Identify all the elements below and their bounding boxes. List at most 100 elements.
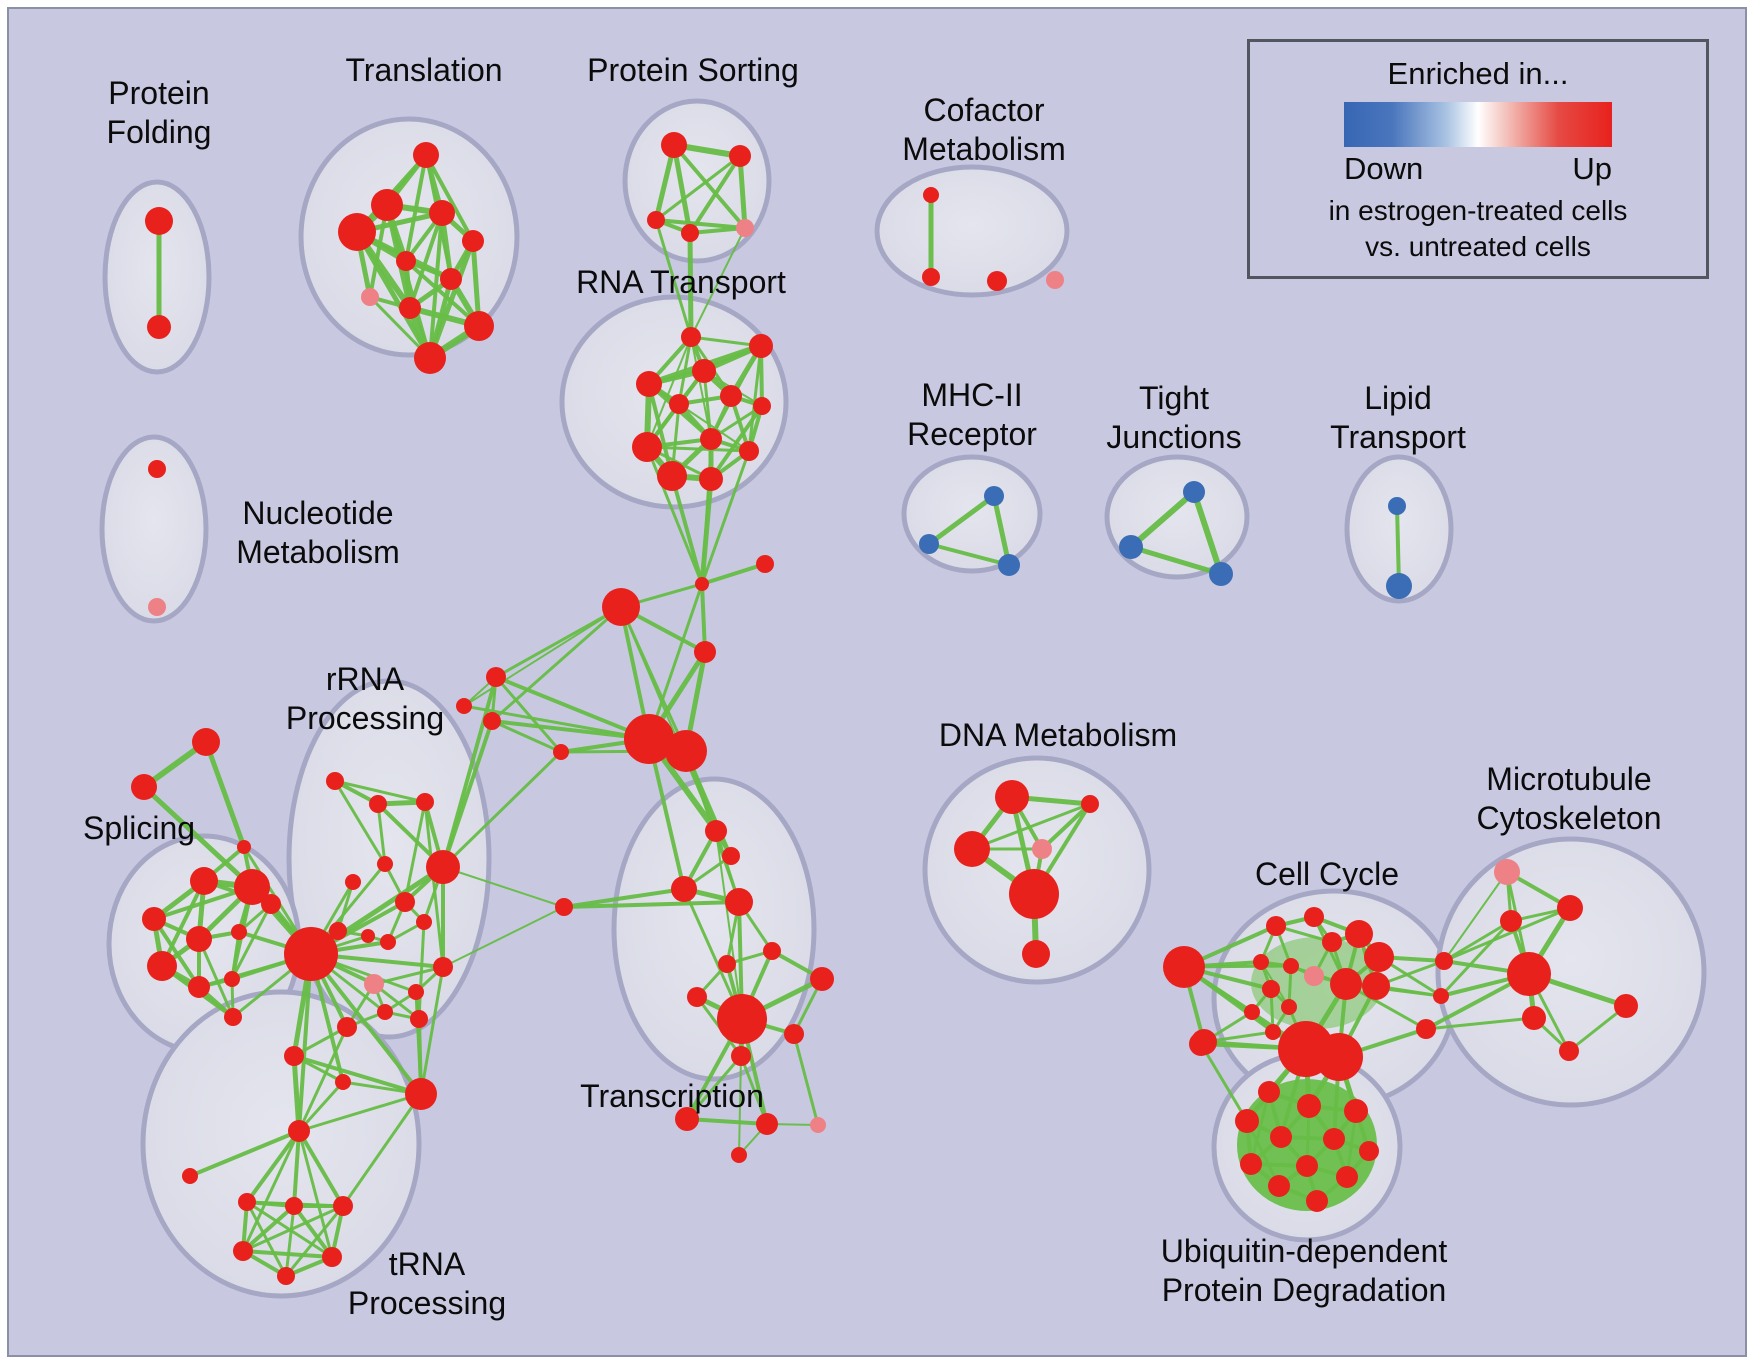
- node: [756, 1113, 778, 1135]
- node: [224, 971, 240, 987]
- cluster-label-rna-transport: RNA Transport: [576, 264, 786, 300]
- node: [1614, 994, 1638, 1018]
- node: [763, 942, 781, 960]
- node: [1235, 1109, 1259, 1133]
- node: [464, 311, 494, 341]
- node: [233, 1241, 253, 1261]
- node: [1494, 859, 1520, 885]
- legend-title: Enriched in...: [1387, 56, 1569, 91]
- node: [1344, 1099, 1368, 1123]
- edge: [419, 965, 445, 1096]
- edge: [654, 218, 747, 230]
- legend-gradient-bar: [1344, 102, 1612, 147]
- edge: [230, 902, 273, 981]
- edge: [926, 493, 997, 547]
- node: [669, 394, 689, 414]
- node: [361, 288, 379, 306]
- node: [483, 712, 501, 730]
- node: [1364, 942, 1394, 972]
- node: [1522, 1006, 1546, 1030]
- node: [1183, 481, 1205, 503]
- edge: [241, 1249, 334, 1259]
- cluster-label-microtubule-cytoskeleton: Microtubule Cytoskeleton: [1477, 761, 1662, 836]
- node: [725, 888, 753, 916]
- node: [142, 907, 166, 931]
- node: [433, 957, 453, 977]
- edge: [297, 1092, 423, 1133]
- cluster-label-trna-processing: tRNA Processing: [348, 1246, 506, 1321]
- node: [681, 327, 701, 347]
- edge: [490, 719, 563, 754]
- edge: [1128, 544, 1224, 577]
- node: [361, 929, 375, 943]
- edge: [463, 606, 622, 707]
- node: [377, 1004, 393, 1020]
- edge: [376, 802, 387, 866]
- legend-box: Enriched in... Down Up in estrogen-treat…: [1247, 39, 1709, 279]
- node: [182, 1168, 198, 1184]
- cluster-ellipse-nucleotide-metabolism: [99, 434, 209, 624]
- node: [699, 467, 723, 491]
- node: [555, 898, 573, 916]
- edge: [1199, 1042, 1249, 1123]
- node: [1433, 988, 1449, 1004]
- edge: [648, 383, 750, 452]
- edge: [424, 153, 475, 243]
- node: [486, 667, 506, 687]
- node: [380, 934, 396, 950]
- edge: [442, 906, 565, 968]
- edge: [241, 1204, 345, 1253]
- node: [410, 1010, 428, 1028]
- node: [1304, 966, 1324, 986]
- node: [810, 967, 834, 991]
- legend-subtitle-line2: vs. untreated cells: [1365, 231, 1591, 262]
- edge: [494, 605, 623, 679]
- node: [731, 1046, 751, 1066]
- node: [602, 588, 640, 626]
- nodes: [131, 132, 1638, 1285]
- cluster-label-ubiquitin-degradation: Ubiquitin-dependent Protein Degradation: [1161, 1233, 1448, 1308]
- edge: [700, 582, 707, 654]
- edge: [1191, 489, 1224, 577]
- node: [1559, 1041, 1579, 1061]
- node: [1119, 535, 1143, 559]
- cluster-label-tight-junctions: Tight Junctions: [1106, 380, 1241, 455]
- edge: [241, 1129, 301, 1253]
- node: [238, 1193, 256, 1211]
- node: [736, 219, 754, 237]
- node: [731, 1147, 747, 1163]
- node: [416, 914, 432, 930]
- edge: [292, 1054, 423, 1096]
- node: [1268, 1175, 1290, 1197]
- edge: [188, 1129, 301, 1178]
- edge: [297, 1129, 334, 1259]
- edge: [160, 879, 206, 968]
- edge: [747, 344, 763, 453]
- node: [277, 1267, 295, 1285]
- node: [237, 840, 251, 854]
- node: [705, 820, 727, 842]
- edge: [647, 737, 686, 891]
- node: [231, 924, 247, 940]
- node: [1336, 1166, 1358, 1188]
- node: [984, 486, 1004, 506]
- node: [722, 847, 740, 865]
- edge: [414, 990, 423, 1096]
- node: [661, 132, 687, 158]
- edge: [1395, 504, 1401, 588]
- edge: [739, 1054, 769, 1126]
- edge: [672, 143, 747, 230]
- node: [408, 984, 424, 1000]
- node: [657, 461, 687, 491]
- edge: [297, 1129, 345, 1208]
- node: [148, 460, 166, 478]
- node: [1330, 968, 1362, 1000]
- node: [147, 315, 171, 339]
- edge: [654, 154, 742, 222]
- node: [784, 1024, 804, 1044]
- node: [718, 955, 736, 973]
- edge: [442, 866, 565, 908]
- edge: [297, 952, 313, 1133]
- node: [429, 200, 455, 226]
- edge: [1443, 871, 1508, 962]
